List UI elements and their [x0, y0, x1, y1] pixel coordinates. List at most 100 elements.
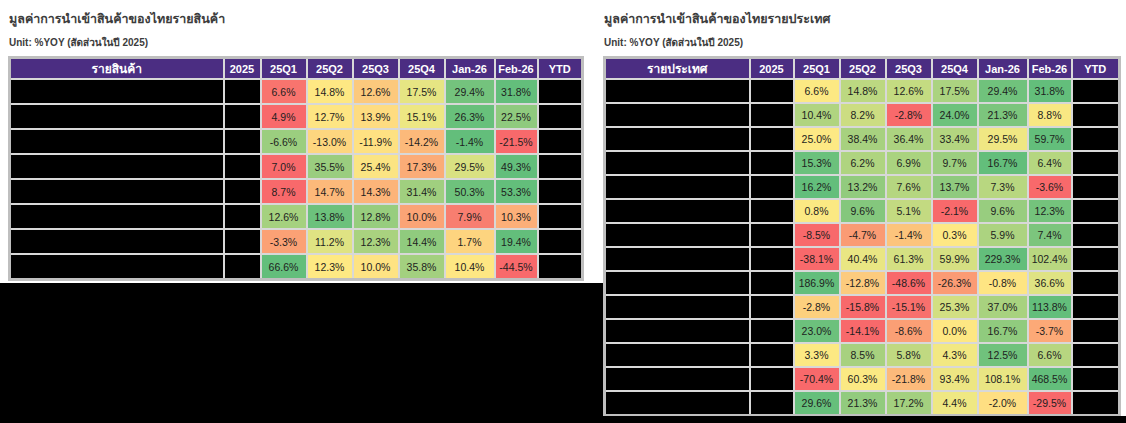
- table-row: 0.8%9.6%5.1%-2.1%9.6%12.3%: [605, 199, 1120, 223]
- value-cell: 5.1%: [886, 199, 932, 223]
- value-cell: 12.5%: [978, 343, 1028, 367]
- value-cell: 16.7%: [978, 319, 1028, 343]
- redacted-label-cell: [605, 103, 750, 127]
- value-cell: 13.7%: [932, 175, 978, 199]
- value-cell: 66.6%: [261, 254, 307, 280]
- value-cell: 12.6%: [886, 79, 932, 103]
- value-cell: 12.6%: [261, 204, 307, 229]
- value-cell: 7.3%: [978, 175, 1028, 199]
- column-header: 2025: [750, 58, 794, 80]
- value-cell: 19.4%: [495, 229, 538, 254]
- column-header: 25Q4: [932, 58, 978, 80]
- table-row: 66.6%12.3%10.0%35.8%10.4%-44.5%: [10, 254, 583, 280]
- table-row: 6.6%14.8%12.6%17.5%29.4%31.8%: [10, 79, 583, 104]
- value-cell: 17.5%: [399, 79, 445, 104]
- redacted-2025-cell: [750, 247, 794, 271]
- value-cell: 4.3%: [932, 343, 978, 367]
- left-table-unit-label: Unit: %YOY (สัดส่วนในปี 2025): [9, 35, 148, 50]
- table-row: -3.3%11.2%12.3%14.4%1.7%19.4%: [10, 229, 583, 254]
- value-cell: -48.6%: [886, 271, 932, 295]
- redacted-label-cell: [10, 129, 224, 154]
- value-cell: 93.4%: [932, 367, 978, 391]
- left-header-row: รายสินค้า202525Q125Q225Q325Q4Jan-26Feb-2…: [10, 58, 583, 80]
- redacted-ytd-cell: [538, 229, 583, 254]
- table-row: -6.6%-13.0%-11.9%-14.2%-1.4%-21.5%: [10, 129, 583, 154]
- redacted-label-cell: [605, 319, 750, 343]
- redacted-2025-cell: [750, 151, 794, 175]
- redacted-ytd-cell: [1072, 103, 1120, 127]
- redacted-ytd-cell: [1072, 367, 1120, 391]
- value-cell: -21.8%: [886, 367, 932, 391]
- redacted-label-cell: [605, 343, 750, 367]
- right-table-unit-label: Unit: %YOY (สัดส่วนในปี 2025): [604, 35, 743, 50]
- value-cell: 6.2%: [840, 151, 886, 175]
- value-cell: 8.5%: [840, 343, 886, 367]
- column-header: YTD: [538, 58, 583, 80]
- value-cell: 31.4%: [399, 179, 445, 204]
- redacted-ytd-cell: [538, 79, 583, 104]
- value-cell: 37.0%: [978, 295, 1028, 319]
- redacted-ytd-cell: [1072, 79, 1120, 103]
- redacted-2025-cell: [750, 343, 794, 367]
- redacted-2025-cell: [750, 367, 794, 391]
- redacted-label-cell: [10, 229, 224, 254]
- value-cell: 1.7%: [445, 229, 495, 254]
- redacted-2025-cell: [224, 79, 261, 104]
- value-cell: 7.0%: [261, 154, 307, 179]
- value-cell: 4.9%: [261, 104, 307, 129]
- redacted-ytd-cell: [1072, 319, 1120, 343]
- value-cell: 24.0%: [932, 103, 978, 127]
- import-by-country-table: รายประเทศ202525Q125Q225Q325Q4Jan-26Feb-2…: [603, 56, 1121, 417]
- value-cell: -38.1%: [794, 247, 840, 271]
- value-cell: 9.7%: [932, 151, 978, 175]
- value-cell: 6.6%: [261, 79, 307, 104]
- redacted-ytd-cell: [1072, 151, 1120, 175]
- redacted-label-cell: [605, 199, 750, 223]
- value-cell: 12.7%: [307, 104, 353, 129]
- table-row: 7.0%35.5%25.4%17.3%29.5%49.3%: [10, 154, 583, 179]
- value-cell: 9.6%: [978, 199, 1028, 223]
- redacted-label-cell: [605, 127, 750, 151]
- redacted-2025-cell: [224, 129, 261, 154]
- redacted-ytd-cell: [538, 154, 583, 179]
- redacted-label-cell: [10, 254, 224, 280]
- value-cell: 53.3%: [495, 179, 538, 204]
- table-row: 15.3%6.2%6.9%9.7%16.7%6.4%: [605, 151, 1120, 175]
- value-cell: 26.3%: [445, 104, 495, 129]
- column-header: YTD: [1072, 58, 1120, 80]
- value-cell: 14.8%: [307, 79, 353, 104]
- redacted-ytd-cell: [538, 254, 583, 280]
- redaction-block-bottom-left: [0, 283, 603, 423]
- redaction-strip-bottom: [0, 416, 1126, 423]
- value-cell: 7.9%: [445, 204, 495, 229]
- value-cell: 7.6%: [886, 175, 932, 199]
- value-cell: 35.5%: [307, 154, 353, 179]
- table-row: 3.3%8.5%5.8%4.3%12.5%6.6%: [605, 343, 1120, 367]
- value-cell: 59.7%: [1028, 127, 1072, 151]
- value-cell: 10.0%: [399, 204, 445, 229]
- value-cell: -3.7%: [1028, 319, 1072, 343]
- value-cell: 4.4%: [932, 391, 978, 416]
- value-cell: 6.9%: [886, 151, 932, 175]
- value-cell: -12.8%: [840, 271, 886, 295]
- redacted-ytd-cell: [1072, 247, 1120, 271]
- value-cell: -14.2%: [399, 129, 445, 154]
- table-row: -70.4%60.3%-21.8%93.4%108.1%468.5%: [605, 367, 1120, 391]
- redacted-label-cell: [605, 391, 750, 416]
- redacted-label-cell: [605, 175, 750, 199]
- value-cell: -2.8%: [794, 295, 840, 319]
- value-cell: 6.6%: [794, 79, 840, 103]
- value-cell: -26.3%: [932, 271, 978, 295]
- redacted-2025-cell: [224, 204, 261, 229]
- value-cell: 8.7%: [261, 179, 307, 204]
- value-cell: 10.0%: [353, 254, 399, 280]
- redacted-ytd-cell: [1072, 343, 1120, 367]
- value-cell: 23.0%: [794, 319, 840, 343]
- value-cell: 0.3%: [932, 223, 978, 247]
- column-header: 25Q4: [399, 58, 445, 80]
- redacted-ytd-cell: [1072, 175, 1120, 199]
- value-cell: 17.3%: [399, 154, 445, 179]
- value-cell: 16.7%: [978, 151, 1028, 175]
- table-row: 4.9%12.7%13.9%15.1%26.3%22.5%: [10, 104, 583, 129]
- redacted-2025-cell: [750, 103, 794, 127]
